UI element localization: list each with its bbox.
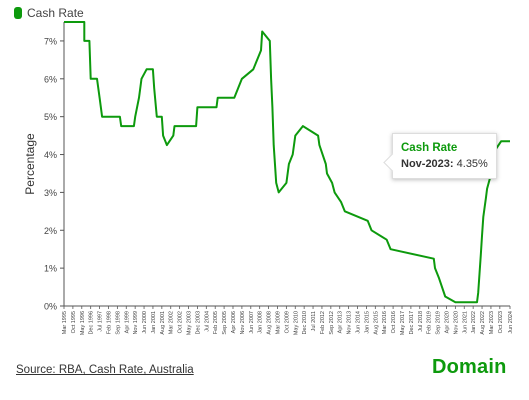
x-tick-label: Oct 1995: [71, 311, 77, 333]
source-link[interactable]: Source: RBA, Cash Rate, Australia: [16, 364, 194, 376]
x-tick-label: Oct 2023: [498, 311, 504, 333]
y-tick-label: 1%: [44, 264, 57, 274]
x-tick-label: Dec 2017: [409, 311, 415, 335]
x-tick-label: Sep 2019: [436, 311, 442, 335]
y-tick-label: 7%: [44, 36, 57, 46]
x-tick-label: Mar 1995: [62, 311, 68, 334]
x-tick-label: Aug 2008: [267, 311, 273, 335]
x-tick-label: Feb 2005: [213, 311, 219, 334]
series-line-cash-rate: [64, 21, 510, 304]
x-tick-label: Oct 2009: [284, 311, 290, 333]
y-tick-label: 0%: [44, 302, 57, 312]
x-tick-label: May 2010: [293, 311, 299, 335]
x-tick-label: Jan 2001: [151, 311, 157, 334]
x-tick-label: Dec 2010: [302, 311, 308, 335]
x-tick-label: Nov 2013: [347, 311, 353, 335]
x-tick-label: Nov 2020: [453, 311, 459, 335]
x-tick-label: Sep 1998: [115, 311, 121, 335]
x-tick-label: Apr 2006: [231, 311, 237, 333]
x-tick-label: May 2003: [187, 311, 193, 335]
x-tick-label: Jun 2021: [462, 311, 468, 334]
x-tick-label: Jul 1997: [98, 311, 104, 332]
x-tick-label: Nov 2006: [240, 311, 246, 335]
y-axis-label: Percentage: [23, 133, 37, 195]
x-tick-label: Aug 2015: [373, 311, 379, 335]
y-tick-label: 4%: [44, 150, 57, 160]
x-tick-label: Oct 2002: [178, 311, 184, 333]
y-tick-label: 3%: [44, 188, 57, 198]
x-tick-label: Dec 1996: [89, 311, 95, 335]
x-tick-label: Jul 2011: [311, 311, 317, 331]
x-tick-label: Jul 2018: [418, 311, 424, 332]
x-tick-label: Aug 2001: [160, 311, 166, 335]
tooltip-value: 4.35%: [456, 158, 488, 170]
x-tick-label: Apr 2020: [444, 311, 450, 333]
x-tick-label: Sep 2012: [329, 311, 335, 335]
data-tooltip: Cash Rate Nov-2023: 4.35%: [383, 133, 497, 179]
x-tick-label: Feb 2019: [427, 311, 433, 334]
x-tick-label: Apr 1999: [124, 311, 130, 333]
chart-legend[interactable]: Cash Rate: [14, 6, 84, 20]
x-tick-label: Jan 2015: [364, 311, 370, 334]
x-tick-label: Nov 1999: [133, 311, 139, 335]
x-tick-label: Mar 2009: [275, 311, 281, 334]
y-tick-label: 5%: [44, 112, 57, 122]
x-tick-label: Sep 2005: [222, 311, 228, 335]
legend-label: Cash Rate: [27, 6, 84, 20]
x-tick-label: Mar 2002: [169, 311, 175, 334]
x-tick-label: Aug 2022: [480, 311, 486, 335]
x-tick-label: Apr 2013: [338, 311, 344, 333]
x-tick-label: Oct 2016: [391, 311, 397, 333]
y-tick-label: 2%: [44, 226, 57, 236]
x-tick-label: Jun 2000: [142, 311, 148, 334]
tooltip-title: Cash Rate: [401, 142, 458, 154]
x-tick-label: Jan 2022: [471, 311, 477, 334]
x-tick-label: Jun 2007: [249, 311, 255, 334]
x-tick-label: Dec 2003: [195, 311, 201, 335]
cash-rate-chart: 0% 1% 2% 3% 4% 5% 6% 7% Percentage Mar 1995 Oct 19…: [23, 21, 514, 335]
x-tick-label: Feb 2012: [320, 311, 326, 334]
x-tick-label: Mar 2023: [489, 311, 495, 334]
x-tick-label: Mar 2016: [382, 311, 388, 334]
x-tick-label: May 1996: [80, 311, 86, 335]
x-tick-label: Jan 2008: [258, 311, 264, 334]
x-tick-label: Jun 2014: [356, 311, 362, 334]
domain-logo: Domain: [432, 356, 507, 378]
x-tick-label: Feb 1998: [106, 311, 112, 334]
x-tick-label: May 2017: [400, 311, 406, 335]
x-tick-label: Jul 2004: [204, 311, 210, 332]
x-tick-label: Jun 2024: [508, 311, 514, 334]
tooltip-date: Nov-2023:: [401, 158, 454, 170]
y-tick-label: 6%: [44, 74, 57, 84]
legend-swatch: [14, 7, 22, 19]
